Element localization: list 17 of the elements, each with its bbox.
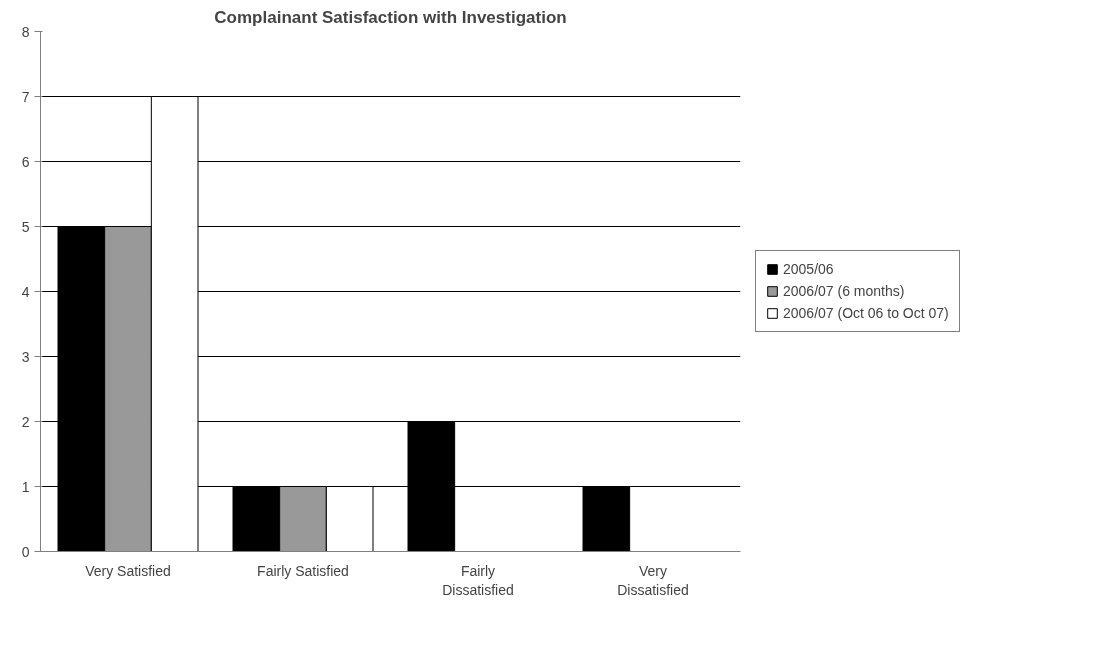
- y-tick-label: 1: [21, 478, 30, 495]
- x-tick-label: Very Satisfied: [85, 562, 171, 579]
- y-tick-label: 5: [21, 218, 30, 235]
- y-tick-label: 6: [21, 153, 30, 170]
- y-tick-label: 7: [21, 88, 30, 105]
- y-tick-label: 2: [21, 413, 30, 430]
- y-tick-label: 8: [21, 23, 30, 40]
- legend-label: 2006/07 (Oct 06 to Oct 07): [783, 305, 949, 321]
- x-tick-label: Very Dissatisfied: [617, 562, 689, 598]
- y-tick-label: 4: [21, 283, 30, 300]
- x-tick-label: Fairly Dissatisfied: [442, 562, 514, 598]
- legend-label: 2006/07 (6 months): [783, 283, 905, 299]
- legend-label: 2005/06: [783, 261, 834, 277]
- y-tick-label: 3: [21, 348, 30, 365]
- x-tick-label: Fairly Satisfied: [257, 562, 349, 579]
- chart-title: Complainant Satisfaction with Investigation: [214, 7, 567, 27]
- y-tick-label: 0: [21, 543, 30, 560]
